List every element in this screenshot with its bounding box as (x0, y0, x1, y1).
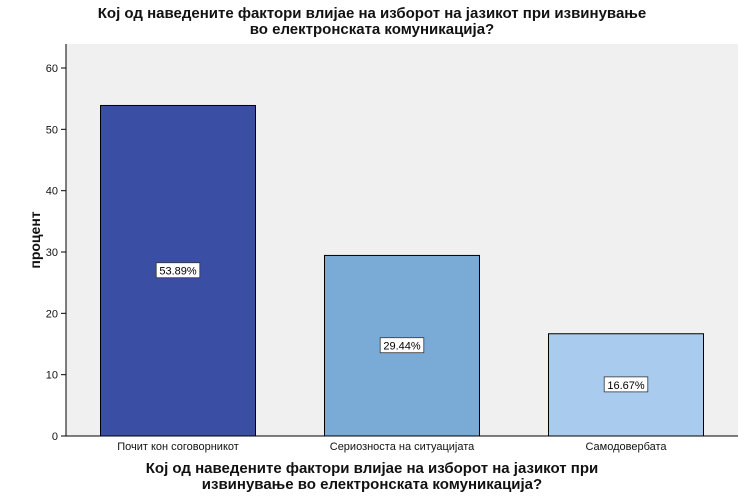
data-label-1: 53.89% (159, 266, 197, 278)
data-label-box-2 (379, 337, 425, 354)
y-tick-label-10: 10 (46, 370, 58, 382)
axes: Почит кон соговорникот Сериозноста на сит… (46, 44, 738, 453)
y-tick-label-60: 60 (46, 63, 58, 75)
y-axis-label: процент (27, 211, 43, 268)
x-tick-label-3: Самодовербата (585, 441, 667, 453)
y-tick-label-40: 40 (46, 186, 58, 198)
data-label-box-3 (603, 376, 649, 393)
y-tick-label-50: 50 (46, 124, 58, 136)
y-tick-label-0: 0 (52, 431, 58, 443)
bars: 53.89% 29.44% 16.67% (100, 104, 704, 437)
x-tick-label-2: Сериозноста на ситуацијата (330, 441, 475, 453)
x-tick-label-1: Почит кон соговорникот (117, 441, 239, 453)
x-axis-label-line-1: Кој од наведените фактори влијае на избо… (145, 460, 599, 477)
chart-title-line-1: Кој од наведените фактори влијае на избо… (97, 5, 647, 22)
chart-title-line-2: во електронската комуникација? (249, 21, 495, 38)
y-tick-label-30: 30 (46, 247, 58, 259)
x-axis-label-line-2: извинување во електронската комуникација… (201, 476, 543, 493)
data-label-box-1 (155, 262, 201, 279)
y-tick-label-20: 20 (46, 308, 58, 320)
data-label-3: 16.67% (607, 380, 645, 392)
data-label-2: 29.44% (383, 341, 421, 353)
